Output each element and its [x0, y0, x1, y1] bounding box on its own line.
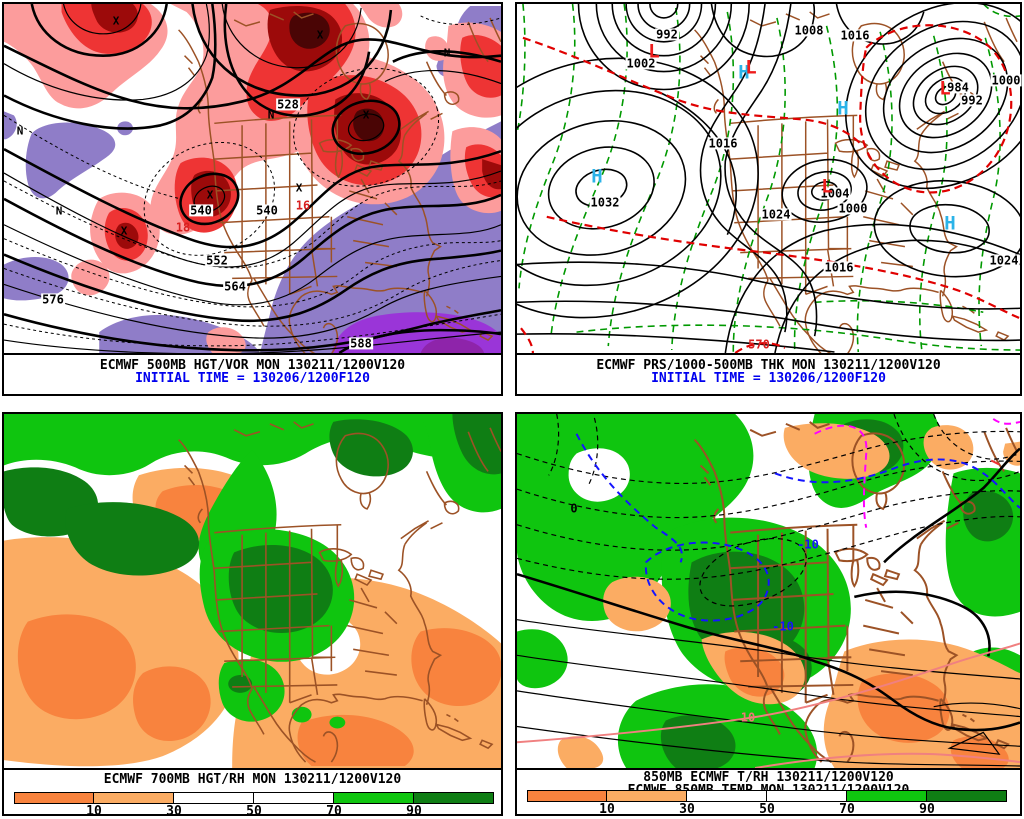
vort-min-marker: N [267, 108, 275, 122]
vort-min-marker: N [16, 124, 24, 138]
colorbar-tick: 90 [919, 802, 935, 817]
pressure-label: 1016 [839, 28, 871, 43]
colorbar-segment-1 [14, 792, 94, 804]
colorbar-segment-2 [94, 792, 174, 804]
height-label: 540 [189, 203, 213, 218]
rh-colorbar [527, 790, 1007, 802]
panel-850mb-temp-rh: -10 -10 10 0 850MB ECMWF T/RH 130211/120… [515, 412, 1022, 816]
temp-label: 10 [740, 710, 756, 725]
colorbar-tick: 30 [166, 804, 182, 819]
caption-line-2: INITIAL TIME = 130206/1200F120 [651, 371, 886, 386]
pressure-label: 1016 [707, 136, 739, 151]
map-850mb-temp-rh: -10 -10 10 0 [517, 414, 1020, 770]
high-marker: H [591, 165, 603, 188]
low-marker: L [745, 56, 757, 79]
colorbar-segment-6 [927, 790, 1007, 802]
colorbar-tick: 70 [839, 802, 855, 817]
colorbar-segment-1 [527, 790, 607, 802]
pressure-label: 992 [960, 93, 984, 108]
panel-mslp-thickness: 992 1002 1016 1032 1008 1016 984 992 100… [515, 2, 1022, 396]
colorbar-tick: 70 [326, 804, 342, 819]
colorbar-tick: 50 [759, 802, 775, 817]
pressure-label: 1000 [837, 201, 869, 216]
temp-label: 0 [570, 501, 578, 516]
low-marker: L [821, 175, 833, 198]
temp-label: -10 [772, 619, 794, 634]
colorbar-segment-5 [847, 790, 927, 802]
colorbar-segment-4 [767, 790, 847, 802]
height-label: 540 [255, 203, 279, 218]
high-marker: H [738, 61, 750, 84]
colorbar-tick: 10 [599, 802, 615, 817]
height-label: 552 [205, 253, 229, 268]
colorbar-segment-2 [607, 790, 687, 802]
caption-line-2: INITIAL TIME = 130206/1200F120 [135, 371, 370, 386]
caption-line-1: ECMWF 500MB HGT/VOR MON 130211/1200V120 [99, 358, 406, 373]
height-label: 588 [349, 336, 373, 351]
caption-line-1: 850MB ECMWF T/RH 130211/1200V120 [643, 770, 894, 785]
colorbar-segment-5 [334, 792, 414, 804]
vort-max-marker: X [206, 188, 214, 202]
height-label: 576 [41, 292, 65, 307]
vorticity-value-label: 18 [175, 220, 191, 235]
panel-700mb-rh: ECMWF 700MB HGT/RH MON 130211/1200V120 1… [2, 412, 503, 819]
vort-max-marker: X [112, 14, 120, 28]
pressure-label: 1032 [589, 195, 621, 210]
vort-min-marker: N [443, 46, 451, 60]
height-label: 564 [223, 279, 247, 294]
vort-min-marker: N [55, 204, 63, 218]
colorbar-tick: 10 [86, 804, 102, 819]
caption-500mb: ECMWF 500MB HGT/VOR MON 130211/1200V120 … [4, 359, 501, 385]
pressure-label: 984 [946, 80, 970, 95]
vort-max-marker: X [316, 28, 324, 42]
pressure-label: 1004 [819, 186, 851, 201]
map-500mb-hgt-vor: 528 540 540 552 564 576 588 18 16 X X X … [4, 4, 501, 355]
vort-max-marker: X [295, 181, 303, 195]
caption-line-1: ECMWF PRS/1000-500MB THK MON 130211/1200… [596, 358, 941, 373]
pressure-label: 1008 [793, 23, 825, 38]
low-marker: L [939, 77, 951, 100]
high-marker: H [944, 212, 956, 235]
pressure-label: 1024 [760, 207, 792, 222]
colorbar-segment-3 [687, 790, 767, 802]
vort-max-marker: X [120, 224, 128, 238]
colorbar-segment-6 [414, 792, 494, 804]
pressure-label: 1024 [988, 253, 1020, 268]
height-label: 528 [276, 97, 300, 112]
caption-700mb: ECMWF 700MB HGT/RH MON 130211/1200V120 1… [4, 773, 501, 819]
colorbar-segment-3 [174, 792, 254, 804]
rh-colorbar-ticks: 10 30 50 70 90 [14, 805, 494, 819]
rh-colorbar [14, 792, 494, 804]
temp-label: -10 [797, 537, 819, 552]
map-mslp-thickness: 992 1002 1016 1032 1008 1016 984 992 100… [517, 4, 1022, 355]
colorbar-segment-4 [254, 792, 334, 804]
high-marker: H [837, 97, 849, 120]
pressure-label: 1002 [625, 56, 657, 71]
rh-colorbar-ticks: 10 30 50 70 90 [527, 803, 1007, 817]
low-marker: L [648, 40, 660, 63]
vorticity-value-label: 16 [295, 198, 311, 213]
caption-850mb: 850MB ECMWF T/RH 130211/1200V120 ECMWF 8… [517, 771, 1020, 817]
pressure-label: 1016 [823, 260, 855, 275]
pressure-label: 992 [655, 27, 679, 42]
pressure-label: 1000 [990, 73, 1022, 88]
colorbar-tick: 90 [406, 804, 422, 819]
panel-500mb-hgt-vor: 528 540 540 552 564 576 588 18 16 X X X … [2, 2, 503, 396]
thickness-label: 570 [748, 337, 770, 352]
map-700mb-rh [4, 414, 501, 770]
colorbar-tick: 50 [246, 804, 262, 819]
colorbar-tick: 30 [679, 802, 695, 817]
caption-thickness: ECMWF PRS/1000-500MB THK MON 130211/1200… [517, 359, 1020, 385]
caption-line-1: ECMWF 700MB HGT/RH MON 130211/1200V120 [103, 772, 402, 787]
vort-max-marker: X [362, 108, 370, 122]
